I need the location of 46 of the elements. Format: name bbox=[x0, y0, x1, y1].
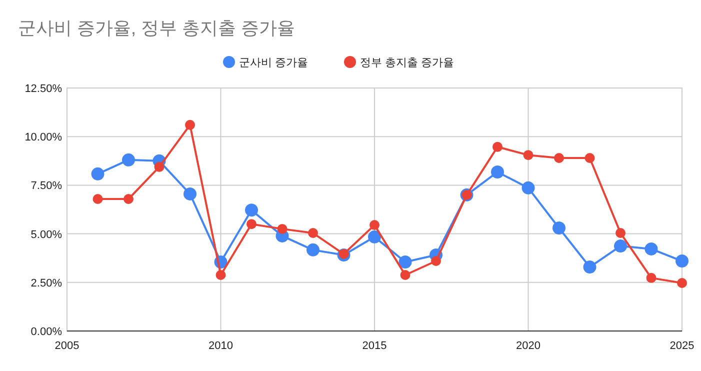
point bbox=[184, 187, 196, 200]
y-tick-label: 0.00% bbox=[30, 326, 62, 338]
point bbox=[185, 120, 195, 130]
y-tick-label: 2.50% bbox=[30, 277, 62, 290]
point bbox=[646, 272, 656, 283]
point bbox=[400, 270, 410, 280]
x-tick-label: 2005 bbox=[54, 340, 80, 352]
x-tick-label: 2010 bbox=[208, 340, 233, 352]
point bbox=[216, 270, 226, 280]
point bbox=[522, 181, 535, 194]
y-tick-label: 7.50% bbox=[30, 180, 62, 192]
point bbox=[368, 230, 381, 244]
point bbox=[614, 240, 627, 253]
x-tick-label: 2025 bbox=[670, 340, 694, 352]
point bbox=[491, 165, 504, 178]
point bbox=[552, 221, 566, 234]
x-tick-label: 2020 bbox=[516, 340, 540, 352]
point bbox=[306, 243, 320, 256]
point bbox=[124, 194, 134, 204]
point bbox=[92, 194, 103, 204]
legend-label: 군사비 증가율 bbox=[239, 57, 308, 69]
legend-label: 정부 총지출 증가율 bbox=[360, 57, 454, 69]
x-tick-label: 2015 bbox=[362, 340, 387, 352]
point bbox=[676, 254, 688, 268]
point bbox=[554, 152, 564, 163]
point bbox=[492, 142, 502, 152]
point bbox=[583, 260, 596, 274]
point bbox=[677, 278, 687, 288]
point bbox=[370, 220, 380, 230]
point bbox=[246, 219, 256, 230]
y-tick-label: 12.50% bbox=[24, 83, 62, 95]
point bbox=[644, 242, 658, 256]
point bbox=[616, 228, 626, 238]
point bbox=[277, 224, 288, 234]
point bbox=[154, 162, 164, 172]
y-tick-label: 10.00% bbox=[24, 132, 62, 144]
point bbox=[523, 150, 534, 160]
point bbox=[308, 228, 318, 238]
point bbox=[245, 204, 258, 217]
point bbox=[431, 256, 441, 266]
chart-title: 군사비 증가율, 정부 총지출 증가율 bbox=[18, 18, 296, 38]
point bbox=[398, 255, 412, 268]
point bbox=[91, 167, 104, 180]
y-tick-label: 5.00% bbox=[30, 228, 62, 241]
point bbox=[584, 152, 595, 163]
point bbox=[122, 153, 135, 166]
